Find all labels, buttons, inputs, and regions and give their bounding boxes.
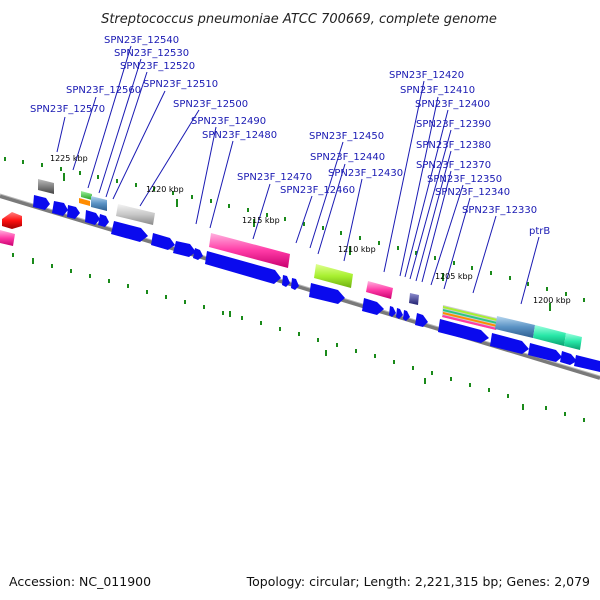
gene-arrow[interactable] [403, 310, 410, 321]
gene-label[interactable]: SPN23F_12490 [191, 116, 266, 127]
gene-feature-teal-a[interactable] [533, 325, 566, 346]
gene-feature-navy[interactable] [409, 293, 419, 305]
gene-arrow[interactable] [282, 275, 290, 287]
gene-arrow[interactable] [438, 319, 489, 343]
gene-labels: SPN23F_12540 SPN23F_12530 SPN23F_12520 S… [30, 35, 550, 237]
gene-arrow[interactable] [67, 205, 80, 219]
gene-label[interactable]: SPN23F_12520 [120, 61, 195, 72]
gene-label[interactable]: SPN23F_12380 [416, 140, 491, 151]
gene-label[interactable]: SPN23F_12450 [309, 131, 384, 142]
gene-label[interactable]: SPN23F_12480 [202, 130, 277, 141]
gene-arrow[interactable] [396, 308, 403, 319]
tick-label: 1200 kbp [533, 296, 571, 305]
gene-arrow[interactable] [33, 195, 50, 210]
gene-arrow[interactable] [151, 233, 175, 250]
gene-label[interactable]: SPN23F_12410 [400, 85, 475, 96]
gene-arrow[interactable] [85, 210, 100, 225]
gene-arrow[interactable] [389, 306, 396, 317]
tick-label: 1210 kbp [338, 245, 376, 254]
gene-arrow[interactable] [528, 343, 562, 362]
gene-feature-red[interactable] [2, 212, 22, 229]
gene-label[interactable]: SPN23F_12400 [415, 99, 490, 110]
gene-arrow[interactable] [173, 241, 196, 257]
gene-label[interactable]: SPN23F_12430 [328, 168, 403, 179]
tick-label: 1220 kbp [146, 185, 184, 194]
gene-feature-gray-dark[interactable] [38, 179, 54, 194]
topology-text: Topology: circular; Length: 2,221,315 bp… [246, 574, 590, 589]
gene-label[interactable]: SPN23F_12470 [237, 172, 312, 183]
gene-arrow[interactable] [574, 355, 600, 372]
gene-arrow[interactable] [291, 278, 299, 290]
gene-label[interactable]: SPN23F_12500 [173, 99, 248, 110]
accession-text: Accession: NC_011900 [9, 574, 151, 589]
tick-label: 1205 kbp [435, 272, 473, 281]
gene-feature-green[interactable] [81, 191, 92, 200]
tick-label: 1225 kbp [50, 154, 88, 163]
gene-label[interactable]: SPN23F_12420 [389, 70, 464, 81]
gene-label[interactable]: ptrB [529, 226, 550, 237]
scale-dots-inner [4, 157, 585, 311]
gene-arrow[interactable] [309, 283, 345, 304]
gene-label[interactable]: SPN23F_12510 [143, 79, 218, 90]
gene-feature-teal-b[interactable] [564, 333, 582, 350]
gene-row-forward [0, 179, 582, 350]
gene-feature-multistripe[interactable] [442, 305, 497, 330]
gene-feature-pink-small[interactable] [366, 281, 393, 299]
map-title: Streptococcus pneumoniae ATCC 700669, co… [101, 12, 497, 27]
gene-feature-pink-large[interactable] [209, 233, 290, 268]
label-leader-lines [56, 45, 540, 305]
gene-label[interactable]: SPN23F_12390 [416, 119, 491, 130]
gene-arrow[interactable] [98, 214, 109, 227]
gene-feature-steel-large[interactable] [495, 316, 535, 338]
gene-label[interactable]: SPN23F_12340 [435, 187, 510, 198]
gene-arrow[interactable] [193, 248, 203, 260]
gene-feature-orange[interactable] [79, 198, 90, 206]
gene-label[interactable]: SPN23F_12570 [30, 104, 105, 115]
gene-arrow[interactable] [52, 201, 68, 216]
gene-label[interactable]: SPN23F_12560 [66, 85, 141, 96]
gene-label[interactable]: SPN23F_12350 [427, 174, 502, 185]
gene-label[interactable]: SPN23F_12330 [462, 205, 537, 216]
scale-dots-outer [12, 253, 585, 422]
gene-feature-lime[interactable] [314, 264, 353, 288]
gene-arrow[interactable] [490, 333, 529, 354]
gene-row-blue [33, 195, 600, 372]
gene-feature-pink-edge[interactable] [0, 230, 15, 246]
gene-feature-steel-small[interactable] [91, 196, 107, 211]
gene-feature-gray-large[interactable] [116, 204, 155, 225]
tick-label: 1215 kbp [242, 216, 280, 225]
gene-label[interactable]: SPN23F_12370 [416, 160, 491, 171]
gene-label[interactable]: SPN23F_12530 [114, 48, 189, 59]
gene-arrow[interactable] [362, 298, 384, 315]
position-tick-labels: 1225 kbp 1220 kbp 1215 kbp 1210 kbp 1205… [50, 154, 571, 305]
gene-arrow[interactable] [205, 251, 281, 284]
gene-arrow[interactable] [560, 351, 577, 365]
gene-label[interactable]: SPN23F_12540 [104, 35, 179, 46]
gene-arrow[interactable] [415, 313, 428, 327]
gene-label[interactable]: SPN23F_12440 [310, 152, 385, 163]
gene-label[interactable]: SPN23F_12460 [280, 185, 355, 196]
gene-arrow[interactable] [111, 221, 148, 242]
